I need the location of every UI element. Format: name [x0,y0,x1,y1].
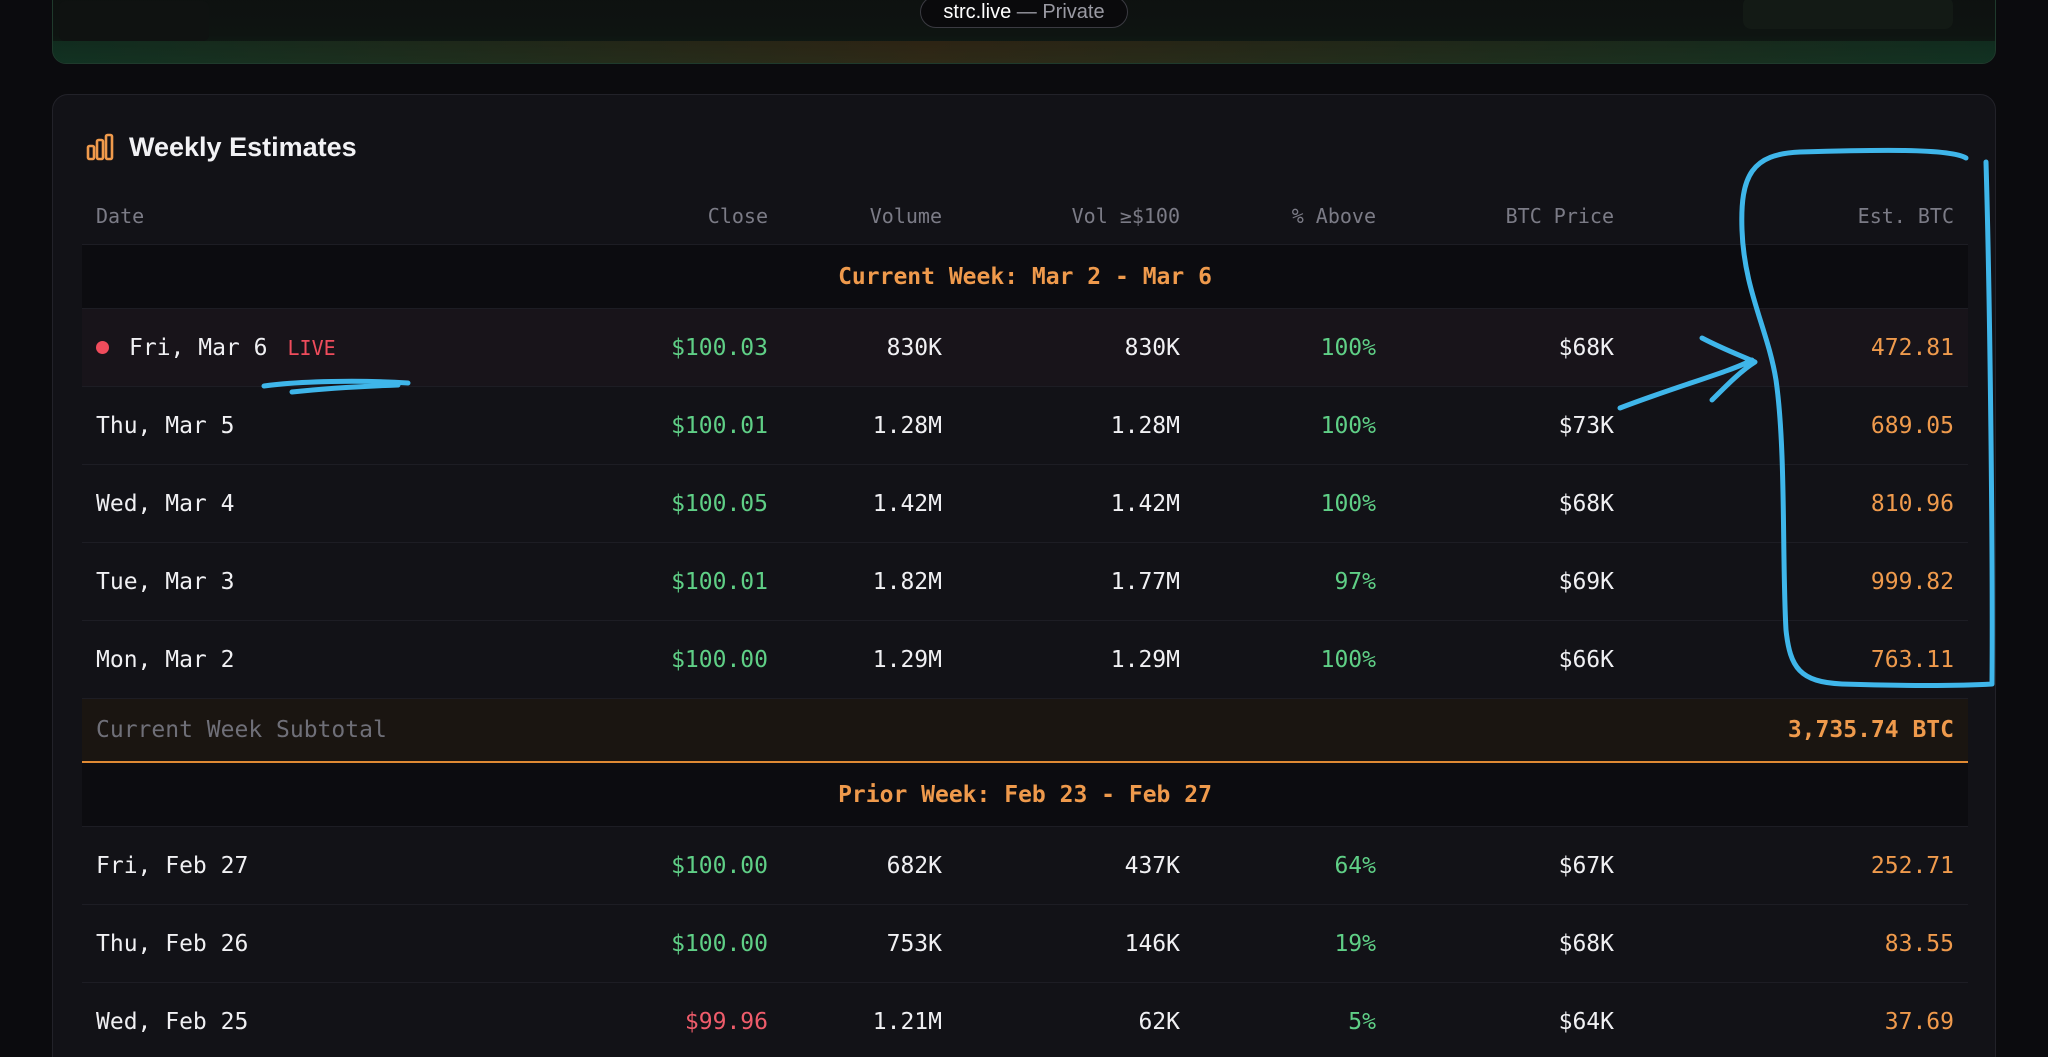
row-above: 100% [1320,646,1376,673]
current-week-subtotal: Current Week Subtotal 3,735.74 BTC [82,699,1968,763]
row-above: 100% [1320,334,1376,361]
row-above: 97% [1334,568,1376,595]
top-card-action-button[interactable] [1743,0,1953,29]
table-header: Date Close Volume Vol ≥$100 % Above BTC … [82,187,1968,245]
week-heading-prior: Prior Week: Feb 23 - Feb 27 [82,763,1968,827]
col-header-est-btc[interactable]: Est. BTC [1857,203,1954,228]
row-above: 100% [1320,412,1376,439]
site-separator: — [1011,0,1043,23]
row-volume: 682K [886,852,942,879]
subtotal-value: 3,735.74 BTC [1787,717,1954,743]
row-est-btc: 83.55 [1884,930,1954,957]
row-vol100: 1.42M [1110,490,1180,517]
weekly-estimates-card: Weekly Estimates Date Close Volume Vol ≥… [52,94,1996,1057]
row-close: $100.00 [671,852,768,879]
row-close: $100.00 [671,646,768,673]
row-est-btc: 689.05 [1870,412,1954,439]
row-date: Tue, Mar 3 [96,568,235,595]
row-volume: 1.42M [872,490,942,517]
subtotal-label: Current Week Subtotal [96,717,387,743]
row-btc-price: $68K [1558,930,1614,957]
col-header-above[interactable]: % Above [1291,203,1376,228]
row-btc-price: $69K [1558,568,1614,595]
row-vol100: 62K [1138,1008,1180,1035]
row-above: 19% [1334,930,1376,957]
row-vol100: 1.77M [1110,568,1180,595]
row-vol100: 1.29M [1110,646,1180,673]
table-row[interactable]: Thu, Mar 5 $100.01 1.28M 1.28M 100% $73K… [82,387,1968,465]
row-volume: 1.28M [872,412,942,439]
row-date: Fri, Feb 27 [96,852,249,879]
site-indicator-pill: strc.live — Private [920,0,1128,28]
live-badge: LIVE [287,335,336,360]
row-volume: 1.29M [872,646,942,673]
row-est-btc: 763.11 [1870,646,1954,673]
row-volume: 830K [886,334,942,361]
row-close: $99.96 [684,1008,768,1035]
table-row[interactable]: Thu, Feb 26 $100.00 753K 146K 19% $68K 8… [82,905,1968,983]
bar-chart-icon [86,133,114,161]
row-date: Wed, Feb 25 [96,1008,249,1035]
row-date: Fri, Mar 6 LIVE [96,309,596,386]
row-est-btc: 472.81 [1870,334,1954,361]
table-row[interactable]: Wed, Feb 25 $99.96 1.21M 62K 5% $64K 37.… [82,983,1968,1057]
live-dot-icon [96,341,109,354]
row-volume: 1.21M [872,1008,942,1035]
row-est-btc: 37.69 [1884,1008,1954,1035]
row-volume: 753K [886,930,942,957]
card-title: Weekly Estimates [129,131,357,162]
row-vol100: 1.28M [1110,412,1180,439]
week-heading-label: Prior Week: Feb 23 - Feb 27 [838,781,1212,808]
col-header-vol100[interactable]: Vol ≥$100 [1071,203,1180,228]
table-row[interactable]: Mon, Mar 2 $100.00 1.29M 1.29M 100% $66K… [82,621,1968,699]
site-visibility: Private [1042,0,1105,23]
row-btc-price: $67K [1558,852,1614,879]
week-heading-current: Current Week: Mar 2 - Mar 6 [82,245,1968,309]
row-close: $100.03 [671,334,768,361]
row-btc-price: $64K [1558,1008,1614,1035]
site-host: strc.live [943,0,1012,23]
row-est-btc: 810.96 [1870,490,1954,517]
estimates-table: Date Close Volume Vol ≥$100 % Above BTC … [82,187,1968,1057]
col-header-volume[interactable]: Volume [869,203,942,228]
row-vol100: 830K [1124,334,1180,361]
card-header: Weekly Estimates [85,129,357,165]
row-close: $100.01 [671,568,768,595]
row-btc-price: $66K [1558,646,1614,673]
col-header-close[interactable]: Close [707,203,768,228]
week-heading-label: Current Week: Mar 2 - Mar 6 [838,263,1212,290]
table-row[interactable]: Tue, Mar 3 $100.01 1.82M 1.77M 97% $69K … [82,543,1968,621]
row-above: 5% [1348,1008,1376,1035]
row-est-btc: 999.82 [1870,568,1954,595]
row-date: Thu, Mar 5 [96,412,235,439]
table-row[interactable]: Wed, Mar 4 $100.05 1.42M 1.42M 100% $68K… [82,465,1968,543]
table-row[interactable]: Fri, Mar 6 LIVE $100.03 830K 830K 100% $… [82,309,1968,387]
col-header-btc-price[interactable]: BTC Price [1505,203,1614,228]
row-above: 64% [1334,852,1376,879]
table-row[interactable]: Fri, Feb 27 $100.00 682K 437K 64% $67K 2… [82,827,1968,905]
row-btc-price: $68K [1558,334,1614,361]
row-vol100: 146K [1124,930,1180,957]
row-est-btc: 252.71 [1870,852,1954,879]
row-date-text: Fri, Mar 6 [129,334,268,361]
row-close: $100.00 [671,930,768,957]
top-card-glow [53,41,1995,63]
row-date: Mon, Mar 2 [96,646,235,673]
row-vol100: 437K [1124,852,1180,879]
row-btc-price: $73K [1558,412,1614,439]
col-header-date[interactable]: Date [96,203,145,228]
row-above: 100% [1320,490,1376,517]
top-card-left-block [59,1,209,41]
row-volume: 1.82M [872,568,942,595]
row-date: Wed, Mar 4 [96,490,235,517]
row-date: Thu, Feb 26 [96,930,249,957]
row-btc-price: $68K [1558,490,1614,517]
row-close: $100.05 [671,490,768,517]
row-close: $100.01 [671,412,768,439]
